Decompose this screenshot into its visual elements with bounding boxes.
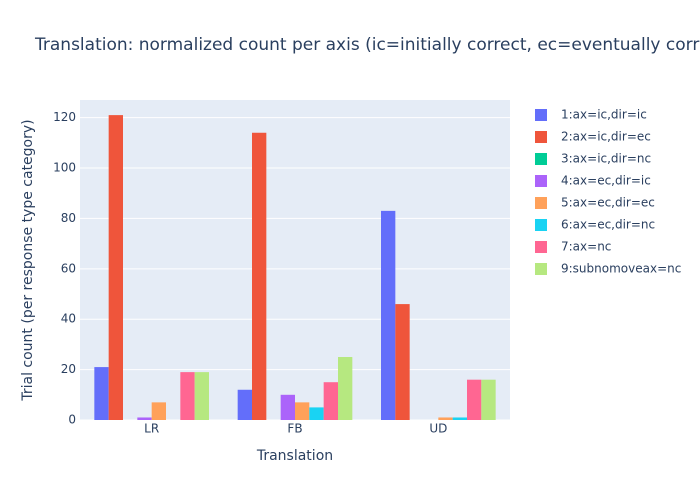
legend-label: 4:ax=ec,dir=ic xyxy=(561,174,651,188)
y-tick-label: 40 xyxy=(61,312,76,326)
y-tick-label: 120 xyxy=(53,110,76,124)
legend-label: 7:ax=nc xyxy=(561,240,611,254)
chart-title: Translation: normalized count per axis (… xyxy=(34,35,699,55)
bar xyxy=(381,210,396,420)
legend-label: 5:ax=ec,dir=ec xyxy=(561,196,655,210)
legend-swatch xyxy=(535,219,547,231)
legend-label: 1:ax=ic,dir=ic xyxy=(561,108,647,122)
legend-swatch xyxy=(535,197,547,209)
bar xyxy=(338,357,353,420)
y-tick-label: 80 xyxy=(61,211,76,225)
bar xyxy=(94,367,109,420)
y-tick-label: 20 xyxy=(61,362,76,376)
bar xyxy=(481,379,496,420)
x-tick-label: UD xyxy=(429,422,447,436)
legend-label: 9:subnomoveax=nc xyxy=(561,262,681,276)
bar xyxy=(452,417,467,420)
legend-swatch xyxy=(535,153,547,165)
y-tick-label: 60 xyxy=(61,261,76,275)
x-tick-label: FB xyxy=(287,422,302,436)
bar xyxy=(180,372,195,420)
legend-swatch xyxy=(535,241,547,253)
legend-label: 3:ax=ic,dir=nc xyxy=(561,152,651,166)
bar xyxy=(237,389,252,420)
bar xyxy=(194,372,209,420)
y-tick-label: 0 xyxy=(68,413,76,427)
bar xyxy=(467,379,482,420)
bar xyxy=(137,417,152,420)
bar xyxy=(295,402,310,420)
bar xyxy=(395,304,410,420)
legend-swatch xyxy=(535,263,547,275)
bar xyxy=(323,382,338,420)
bar xyxy=(252,132,267,420)
bar xyxy=(108,115,123,421)
legend-swatch xyxy=(535,175,547,187)
legend-label: 6:ax=ec,dir=nc xyxy=(561,218,655,232)
y-tick-label: 100 xyxy=(53,161,76,175)
x-tick-label: LR xyxy=(144,422,159,436)
x-axis-title: Translation xyxy=(256,448,333,464)
legend-label: 2:ax=ic,dir=ec xyxy=(561,130,651,144)
y-axis-title: Trial count (per response type category) xyxy=(20,119,36,401)
plot-area xyxy=(80,100,510,420)
legend-swatch xyxy=(535,131,547,143)
bar xyxy=(280,394,295,420)
bar xyxy=(151,402,166,420)
legend-swatch xyxy=(535,109,547,121)
bar xyxy=(438,417,453,420)
bar xyxy=(309,407,324,420)
